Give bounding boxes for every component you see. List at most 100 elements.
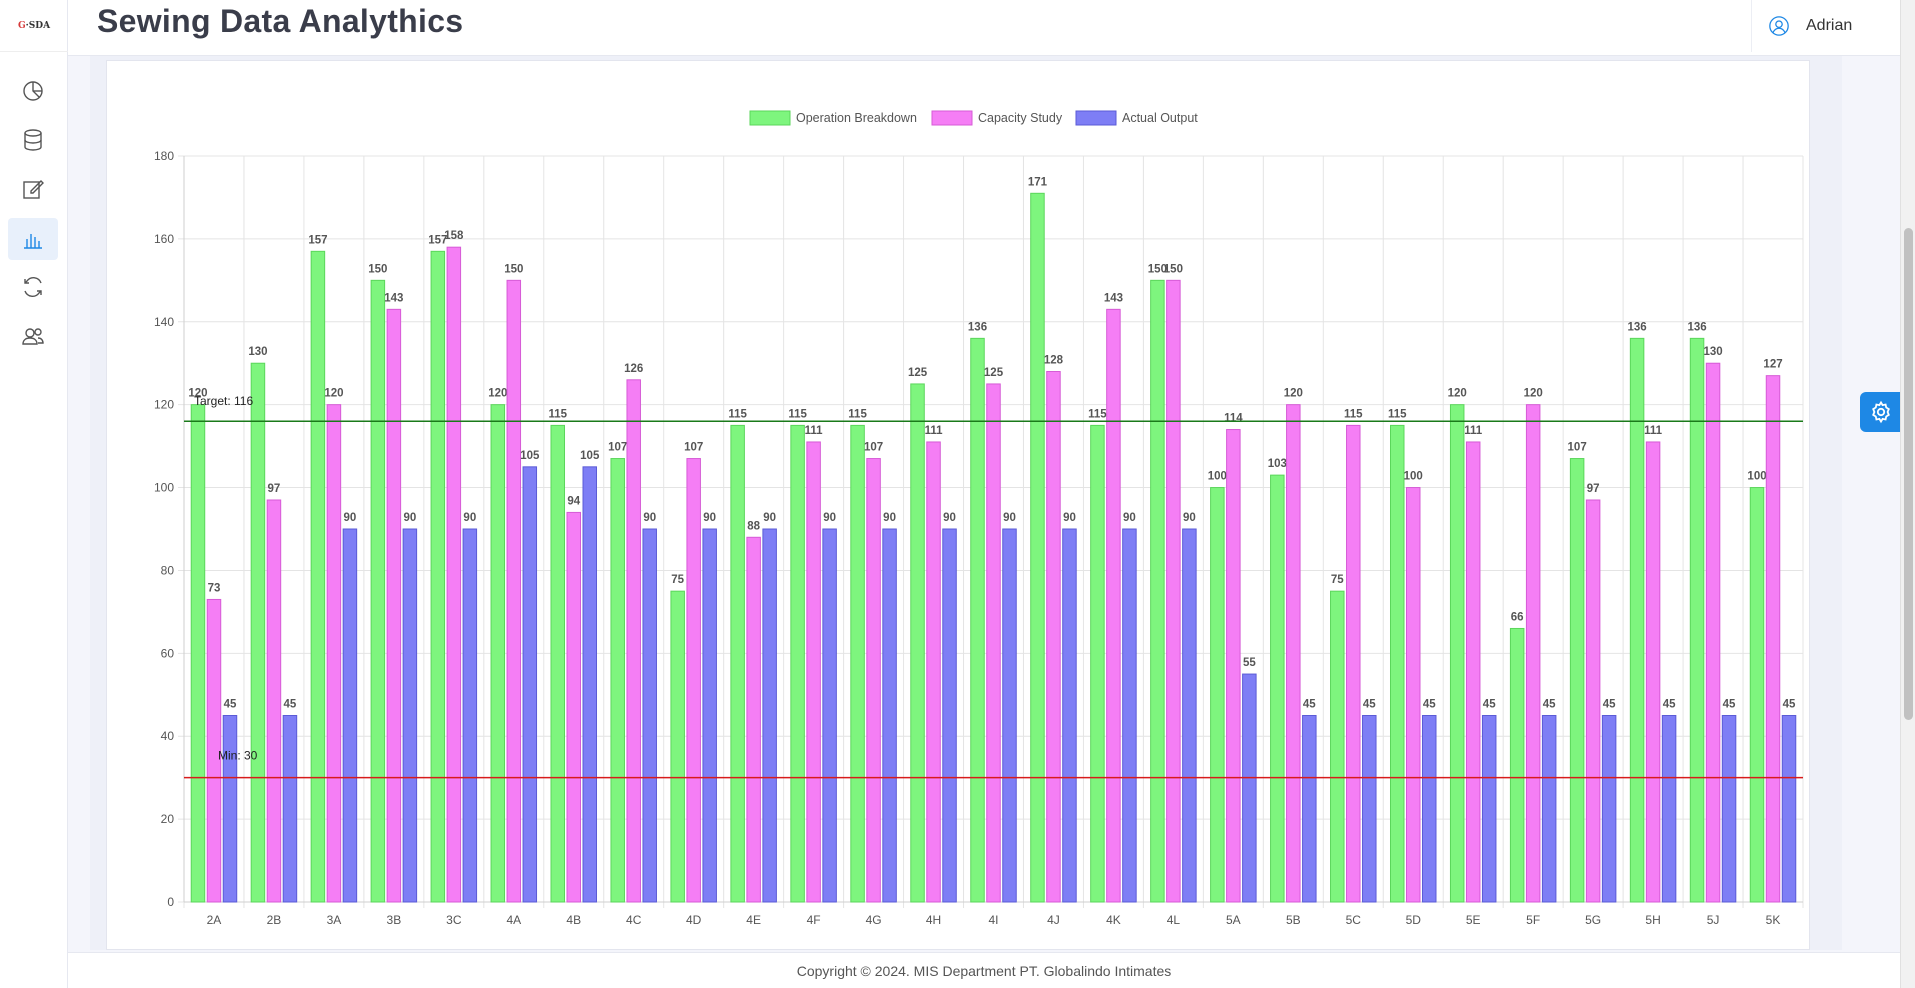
- x-tick-label: 5E: [1466, 913, 1481, 927]
- y-tick-label: 120: [154, 398, 174, 412]
- bar: [1090, 424, 1105, 903]
- data-label: 90: [643, 512, 656, 524]
- data-label: 130: [1703, 346, 1722, 358]
- data-label: 111: [925, 425, 944, 437]
- data-label: 120: [1524, 388, 1543, 400]
- bar: [282, 715, 298, 903]
- data-label: 107: [684, 442, 703, 454]
- database-icon: [24, 129, 42, 151]
- bar: [370, 279, 386, 903]
- refresh-icon: [24, 277, 42, 297]
- bar: [866, 458, 881, 903]
- settings-button[interactable]: [1860, 392, 1902, 432]
- page-scrollbar[interactable]: [1900, 0, 1915, 988]
- x-tick-label: 4L: [1167, 913, 1181, 927]
- y-tick-label: 140: [154, 315, 174, 329]
- sidebar-item-analytics[interactable]: [8, 218, 58, 260]
- x-tick-label: 4J: [1047, 913, 1060, 927]
- sidebar-item-database[interactable]: [8, 119, 58, 161]
- bar-chart-icon: [24, 234, 42, 249]
- sidebar-item-sync[interactable]: [8, 266, 58, 308]
- app-logo[interactable]: G · SDA: [0, 0, 68, 52]
- bar: [1661, 715, 1677, 903]
- sidebar-item-dashboard[interactable]: [8, 70, 58, 112]
- x-tick-label: 5C: [1346, 913, 1362, 927]
- bar: [1166, 279, 1181, 903]
- footer: Copyright © 2024. MIS Department PT. Glo…: [68, 952, 1900, 988]
- x-tick-label: 4I: [988, 913, 998, 927]
- data-label: 150: [1164, 263, 1183, 275]
- data-label: 97: [268, 483, 281, 495]
- user-menu[interactable]: Adrian: [1751, 0, 1901, 52]
- logo-suffix: SDA: [28, 20, 51, 31]
- data-label: 105: [520, 450, 540, 462]
- bar: [1210, 487, 1225, 903]
- data-label: 125: [984, 367, 1004, 379]
- data-label: 107: [864, 442, 883, 454]
- data-label: 111: [1644, 425, 1663, 437]
- sidebar-item-users[interactable]: [8, 315, 58, 357]
- scrollbar-thumb[interactable]: [1904, 228, 1913, 720]
- data-label: 45: [1783, 699, 1796, 711]
- user-circle-icon: [1769, 16, 1789, 36]
- data-label: 100: [1747, 471, 1766, 483]
- data-label: 136: [1687, 321, 1706, 333]
- data-label: 75: [1331, 574, 1344, 586]
- data-label: 120: [324, 388, 343, 400]
- bar: [1601, 715, 1617, 903]
- bar: [1405, 487, 1421, 903]
- bar: [326, 404, 342, 903]
- bar: [1481, 715, 1497, 903]
- data-label: 136: [968, 321, 987, 333]
- data-label: 126: [624, 363, 643, 375]
- data-label: 90: [1123, 512, 1136, 524]
- y-tick-label: 180: [154, 149, 174, 163]
- x-tick-label: 5A: [1226, 913, 1241, 927]
- data-label: 75: [671, 574, 684, 586]
- legend-swatch: [1075, 110, 1117, 126]
- data-label: 45: [1663, 699, 1676, 711]
- data-label: 150: [504, 263, 523, 275]
- bar: [1465, 441, 1481, 903]
- data-label: 136: [1627, 321, 1646, 333]
- data-label: 120: [1448, 388, 1467, 400]
- x-tick-label: 3B: [387, 913, 402, 927]
- bar: [1421, 715, 1437, 903]
- bar: [1509, 627, 1525, 903]
- target-label: Target: 116: [194, 394, 253, 408]
- bar: [1721, 715, 1737, 903]
- bar: [1302, 715, 1317, 903]
- data-label: 128: [1044, 355, 1064, 367]
- data-label: 66: [1511, 611, 1524, 623]
- bar: [1362, 715, 1377, 903]
- data-label: 45: [1423, 699, 1436, 711]
- bar: [1749, 487, 1765, 903]
- data-label: 115: [1088, 408, 1107, 420]
- data-label: 143: [384, 292, 403, 304]
- data-label: 45: [284, 699, 297, 711]
- data-label: 143: [1104, 292, 1123, 304]
- bar: [206, 598, 222, 903]
- bar: [626, 379, 641, 903]
- data-label: 45: [1723, 699, 1736, 711]
- data-label: 94: [567, 495, 580, 507]
- x-tick-label: 4K: [1106, 913, 1121, 927]
- logo-prefix: G: [17, 20, 26, 31]
- data-label: 115: [848, 408, 867, 420]
- bar: [250, 362, 266, 903]
- bar: [1046, 371, 1061, 903]
- data-label: 100: [1208, 471, 1227, 483]
- bar: [1525, 404, 1541, 903]
- sidebar-item-edit[interactable]: [8, 168, 58, 210]
- bar: [266, 499, 282, 903]
- bar: [670, 590, 685, 903]
- bar: [1689, 337, 1705, 903]
- bar: [806, 441, 821, 903]
- bar: [1346, 424, 1361, 903]
- data-label: 90: [703, 512, 716, 524]
- bar: [386, 308, 402, 903]
- page-title: Sewing Data Analythics: [97, 3, 464, 39]
- data-label: 114: [1224, 413, 1243, 425]
- data-label: 90: [883, 512, 896, 524]
- legend-label: Actual Output: [1122, 111, 1198, 125]
